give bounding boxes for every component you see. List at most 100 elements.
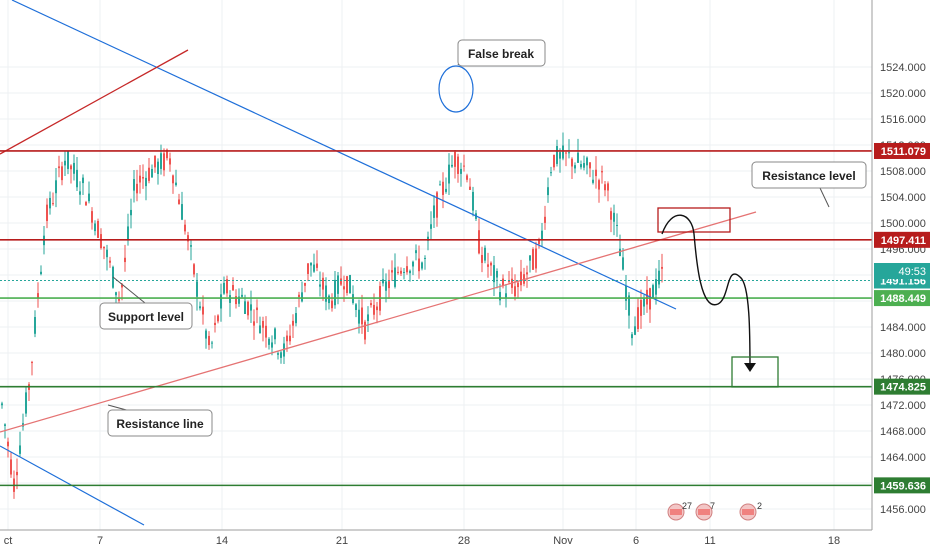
candle bbox=[73, 154, 75, 181]
candle bbox=[25, 386, 27, 417]
svg-text:1488.449: 1488.449 bbox=[880, 293, 926, 305]
event-badge-count: 2 bbox=[757, 501, 762, 511]
candle bbox=[88, 181, 90, 204]
candle bbox=[355, 302, 357, 318]
x-tick-label: 14 bbox=[216, 535, 228, 547]
candle bbox=[508, 271, 510, 284]
y-tick-label: 1472.000 bbox=[880, 400, 926, 412]
candle bbox=[658, 260, 660, 289]
y-tick-label: 1524.000 bbox=[880, 62, 926, 74]
price-level-tag: 1511.079 bbox=[874, 142, 930, 159]
candle bbox=[79, 181, 81, 205]
x-tick-label: 18 bbox=[828, 535, 840, 547]
candle bbox=[424, 255, 426, 270]
candle bbox=[202, 295, 204, 325]
resistance-line[interactable] bbox=[0, 211, 757, 433]
candle bbox=[304, 282, 306, 293]
candle bbox=[307, 263, 309, 282]
candle bbox=[505, 284, 507, 308]
candle bbox=[496, 268, 498, 289]
candle bbox=[91, 207, 93, 230]
candle bbox=[160, 144, 162, 175]
candle bbox=[544, 205, 546, 230]
candle bbox=[640, 289, 642, 329]
support-level-label: Support level bbox=[108, 310, 184, 324]
candle bbox=[535, 241, 537, 273]
candle bbox=[403, 268, 405, 280]
svg-text:1459.636: 1459.636 bbox=[880, 480, 926, 492]
candle bbox=[571, 157, 573, 179]
candle bbox=[532, 247, 534, 271]
candle bbox=[10, 452, 12, 478]
candle bbox=[391, 260, 393, 281]
grid bbox=[0, 0, 872, 530]
svg-text:1511.079: 1511.079 bbox=[881, 146, 926, 158]
candle bbox=[325, 277, 327, 311]
candle bbox=[109, 256, 111, 268]
event-badges[interactable]: 27 7 2 bbox=[667, 501, 762, 521]
x-axis[interactable]: ct 7 14 21 28 Nov 6 11 18 bbox=[0, 529, 932, 550]
candle bbox=[256, 299, 258, 324]
countdown-text: 49:53 bbox=[898, 266, 926, 278]
candle bbox=[616, 213, 618, 237]
candle bbox=[319, 271, 321, 297]
x-tick-label: 11 bbox=[704, 535, 715, 547]
candle bbox=[7, 437, 9, 458]
candle bbox=[40, 265, 42, 276]
candle bbox=[430, 211, 432, 240]
candle bbox=[490, 261, 492, 276]
candle bbox=[190, 239, 192, 261]
false-break-label: False break bbox=[468, 47, 534, 61]
candle bbox=[139, 164, 141, 194]
candle bbox=[253, 309, 255, 340]
candle bbox=[154, 155, 156, 173]
candle bbox=[394, 253, 396, 289]
candle bbox=[592, 169, 594, 185]
candle bbox=[376, 302, 378, 324]
candle bbox=[460, 162, 462, 187]
candle bbox=[277, 351, 279, 360]
candle bbox=[313, 253, 315, 273]
candle bbox=[457, 153, 459, 183]
candle bbox=[646, 276, 648, 313]
candle bbox=[196, 273, 198, 311]
candle bbox=[151, 164, 153, 178]
x-tick-label: 21 bbox=[336, 535, 348, 547]
candle bbox=[157, 158, 159, 185]
candle bbox=[406, 256, 408, 275]
candle bbox=[127, 213, 129, 246]
candle bbox=[469, 178, 471, 191]
candle bbox=[520, 259, 522, 292]
candle bbox=[64, 150, 66, 176]
callout-false-break: False break bbox=[438, 39, 546, 113]
candle bbox=[613, 204, 615, 236]
y-tick-label: 1516.000 bbox=[880, 114, 926, 126]
candle bbox=[529, 255, 531, 273]
candle bbox=[595, 156, 597, 189]
candle bbox=[550, 166, 552, 177]
y-tick-label: 1468.000 bbox=[880, 426, 926, 438]
descending-trend-line[interactable] bbox=[11, 0, 677, 310]
candle bbox=[67, 150, 69, 175]
candle bbox=[100, 228, 102, 250]
candle bbox=[634, 316, 636, 336]
candle bbox=[562, 132, 564, 161]
candle bbox=[604, 181, 606, 197]
candle bbox=[265, 316, 267, 348]
candle bbox=[589, 162, 591, 178]
x-tick-label: 28 bbox=[458, 535, 470, 547]
candle bbox=[487, 252, 489, 278]
candle bbox=[637, 297, 639, 332]
countdown-badge: 49:53 bbox=[874, 263, 930, 279]
candle bbox=[565, 151, 567, 167]
y-tick-label: 1520.000 bbox=[880, 88, 926, 100]
candle bbox=[181, 191, 183, 221]
candle bbox=[175, 169, 177, 187]
candle bbox=[34, 310, 36, 338]
candle bbox=[334, 270, 336, 309]
upper-trend-line[interactable] bbox=[0, 49, 189, 155]
candle bbox=[106, 244, 108, 271]
candle bbox=[49, 191, 51, 215]
candle bbox=[103, 246, 105, 260]
candle bbox=[136, 169, 138, 202]
